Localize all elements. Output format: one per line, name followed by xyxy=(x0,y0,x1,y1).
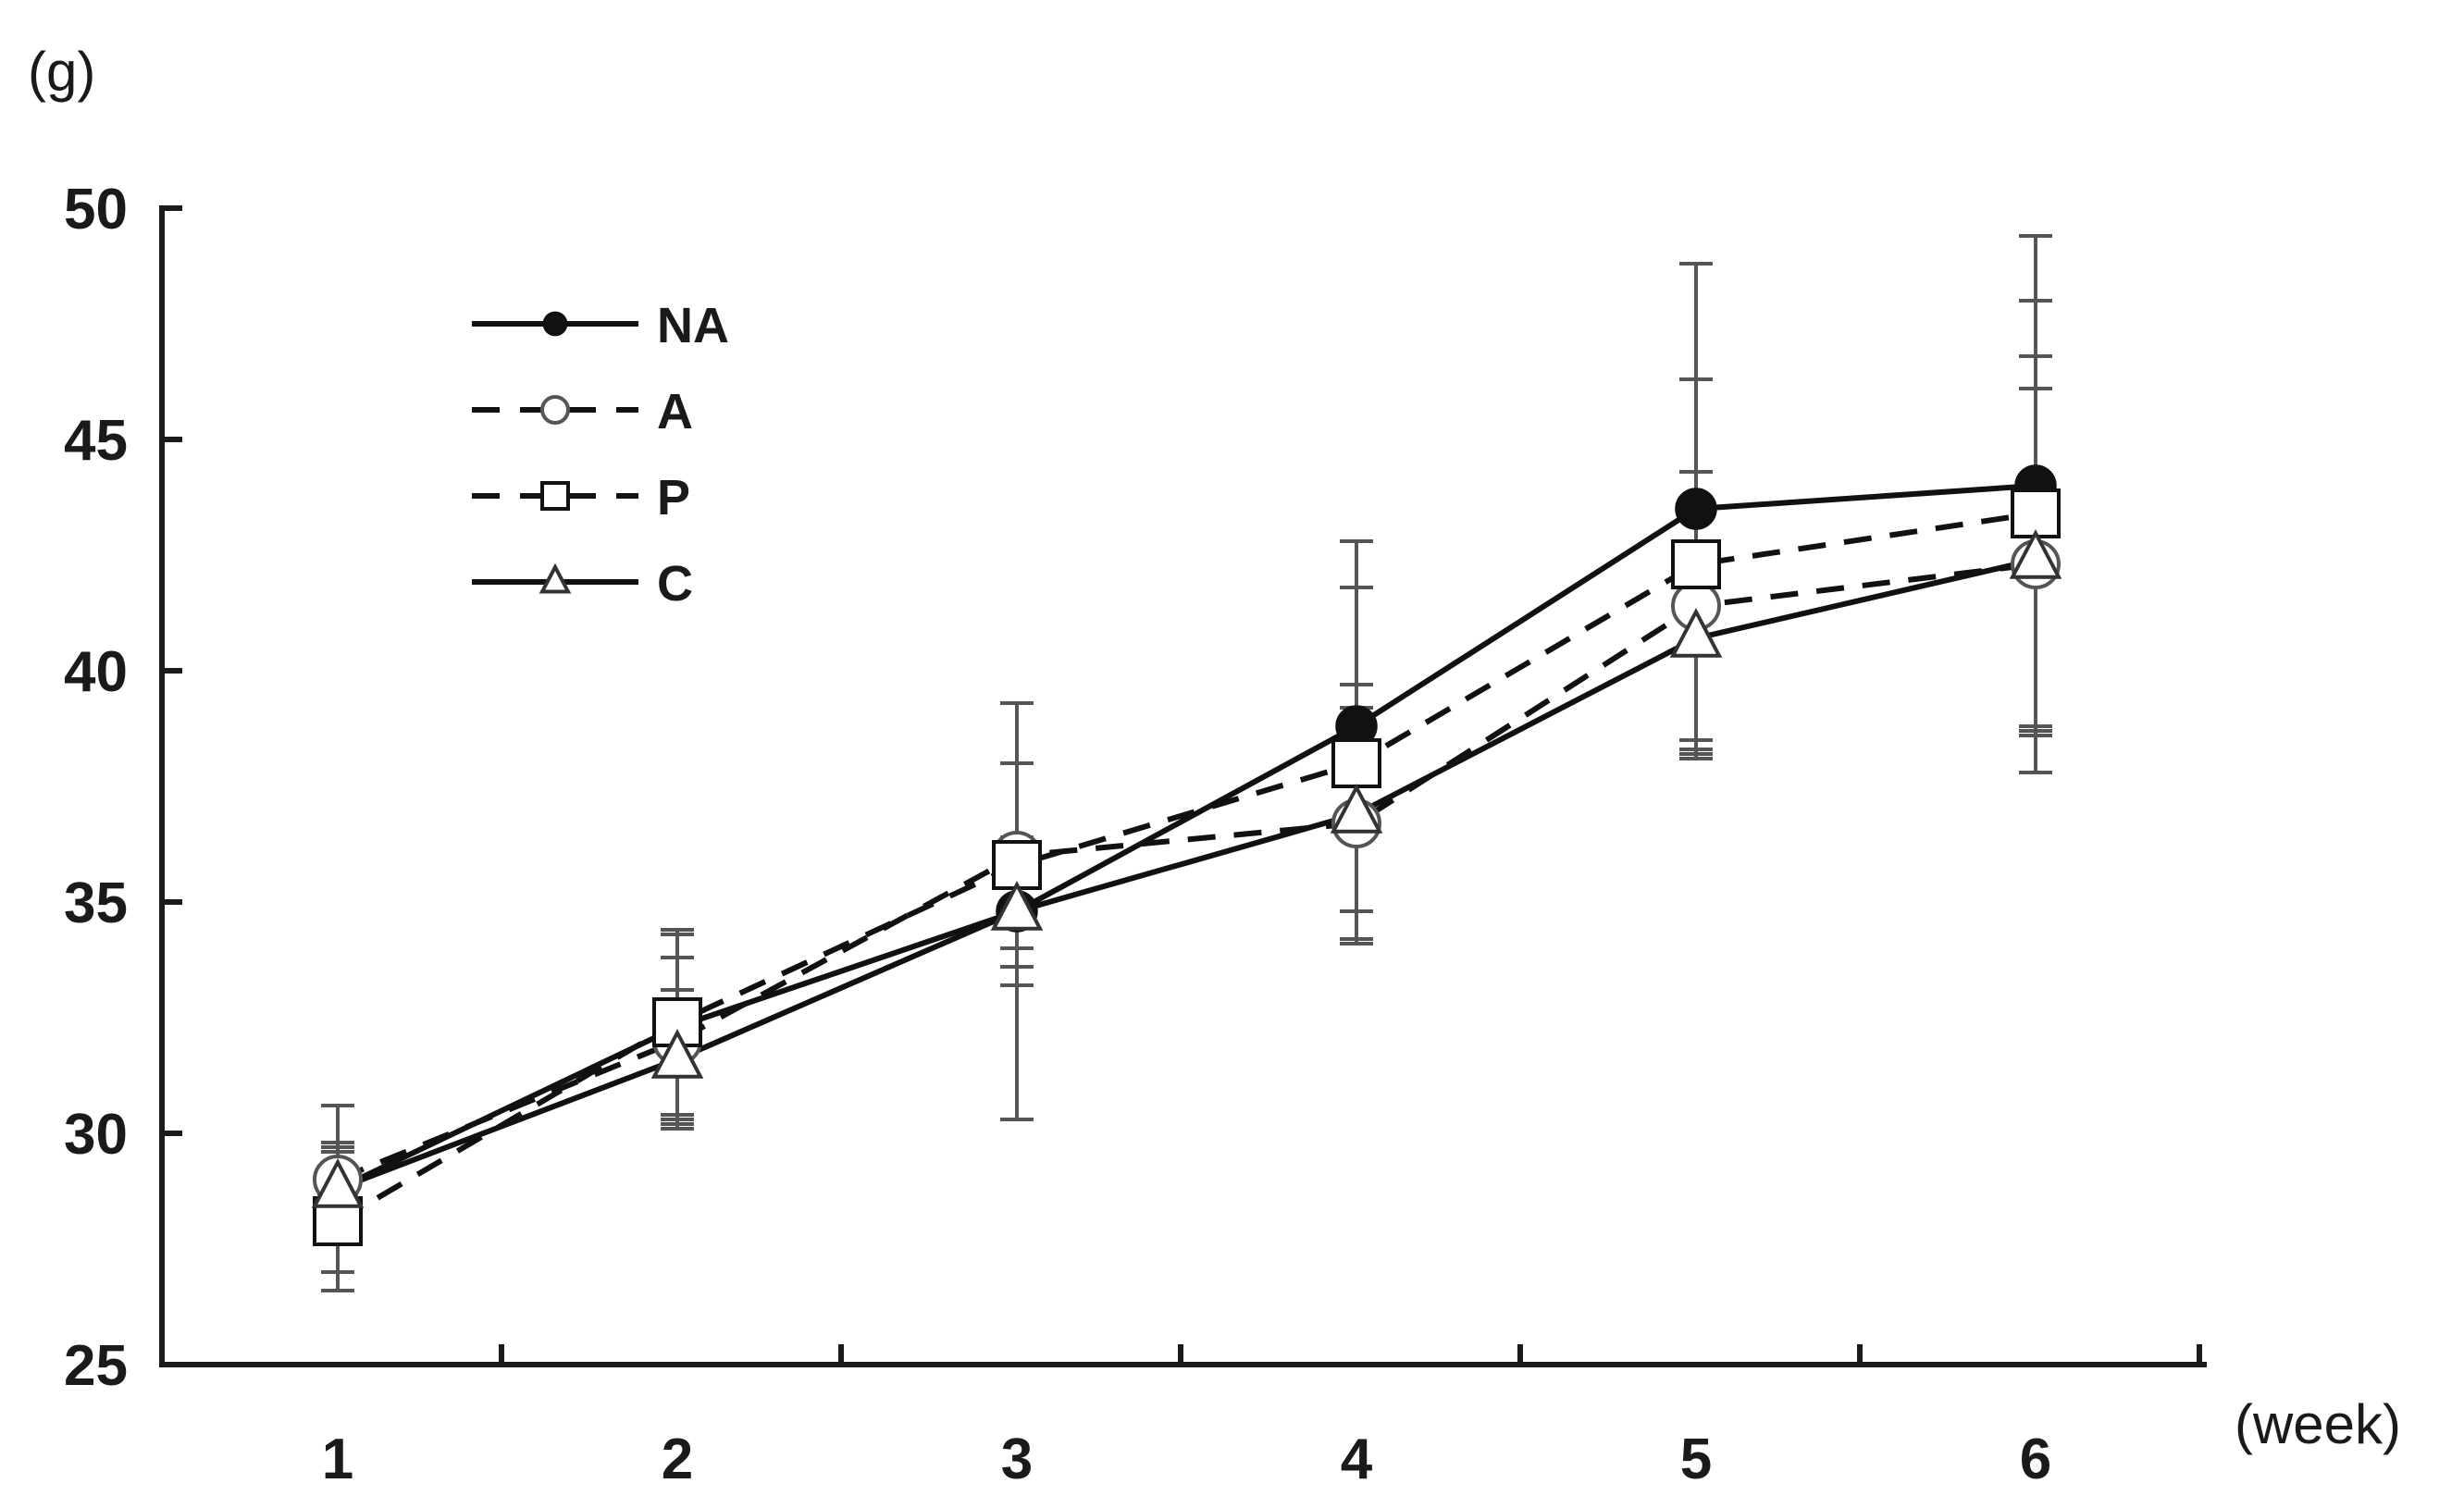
series-markers xyxy=(311,464,2062,1246)
y-tick-label: 35 xyxy=(64,871,128,935)
x-tick-label: 3 xyxy=(1001,1428,1033,1491)
y-axis-unit-label: (g) xyxy=(28,41,95,103)
legend-label-a: A xyxy=(657,384,693,439)
data-point-c xyxy=(2009,528,2062,579)
legend-marker-na xyxy=(542,311,568,337)
data-point-c xyxy=(650,1028,704,1079)
legend-marker-a xyxy=(540,395,570,425)
legend-label-na: NA xyxy=(657,298,729,353)
x-tick-label: 4 xyxy=(1341,1428,1373,1491)
x-tick-label: 1 xyxy=(322,1428,353,1491)
data-point-c xyxy=(311,1157,365,1208)
x-tick-label: 6 xyxy=(2020,1428,2051,1491)
y-tick-label: 50 xyxy=(64,178,128,241)
data-point-p xyxy=(1331,738,1381,788)
data-point-c xyxy=(1669,607,1723,658)
legend-marker-c xyxy=(539,562,572,594)
series-line-c xyxy=(336,557,2037,1192)
x-axis-unit-label: (week) xyxy=(2235,1393,2401,1455)
x-tick-label: 5 xyxy=(1680,1428,1712,1491)
data-point-c xyxy=(990,880,1044,931)
x-tick-label: 2 xyxy=(662,1428,693,1491)
legend-label-p: P xyxy=(657,470,690,525)
legend-label-c: C xyxy=(657,556,693,612)
y-tick-label: 40 xyxy=(64,640,128,704)
legend-marker-p xyxy=(540,481,570,511)
series-line-p xyxy=(336,511,2037,1224)
y-tick-label: 45 xyxy=(64,409,128,473)
y-tick-label: 30 xyxy=(64,1103,128,1167)
data-point-c xyxy=(1330,783,1383,834)
data-point-na xyxy=(1675,488,1717,530)
legend: NA APC xyxy=(472,298,729,612)
data-point-p xyxy=(2011,488,2061,538)
x-ticks: 1 2 3 4 5 6 xyxy=(322,1344,2202,1491)
data-point-p xyxy=(1671,539,1721,589)
y-ticks: 25 30 35 40 45 50 xyxy=(64,178,182,1398)
series-lines xyxy=(336,483,2037,1224)
y-tick-label: 25 xyxy=(64,1334,128,1398)
